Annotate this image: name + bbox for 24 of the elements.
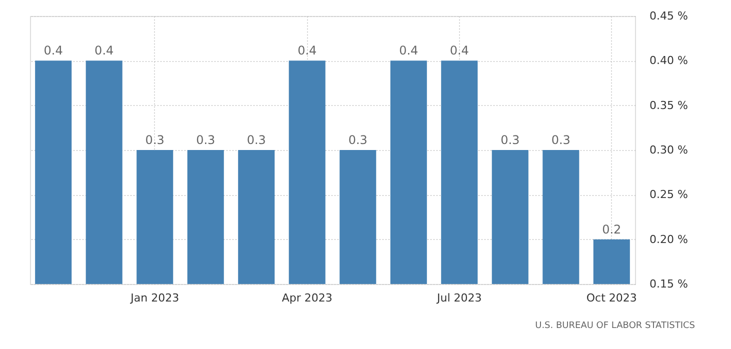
data-label: 0.3	[551, 133, 570, 147]
data-label: 0.3	[145, 133, 164, 147]
y-tick-label: 0.45 %	[650, 10, 688, 22]
y-tick-label: 0.25 %	[650, 188, 688, 202]
y-tick-label: 0.40 %	[650, 54, 688, 68]
data-label: 0.4	[44, 44, 63, 58]
data-label: 0.4	[399, 44, 418, 58]
data-label: 0.3	[196, 133, 216, 147]
data-label: 0.4	[450, 44, 469, 58]
data-label: 0.3	[246, 133, 266, 147]
data-label: 0.4	[298, 44, 317, 58]
y-tick-label: 0.35 %	[650, 98, 688, 112]
y-tick-label: 0.30 %	[650, 144, 688, 156]
x-tick-label: Jul 2023	[436, 292, 482, 304]
data-label: 0.3	[500, 133, 520, 147]
y-tick-label: 0.15 %	[650, 278, 688, 290]
data-label: 0.4	[94, 44, 114, 58]
x-tick-label: Jan 2023	[130, 292, 180, 304]
data-label: 0.3	[348, 133, 368, 147]
x-tick-label: Oct 2023	[586, 292, 637, 304]
data-label: 0.2	[602, 222, 622, 236]
y-tick-label: 0.20 %	[650, 232, 688, 246]
text: U.S. BUREAU OF LABOR STATISTICS	[535, 321, 696, 331]
x-tick-label: Apr 2023	[282, 292, 332, 304]
